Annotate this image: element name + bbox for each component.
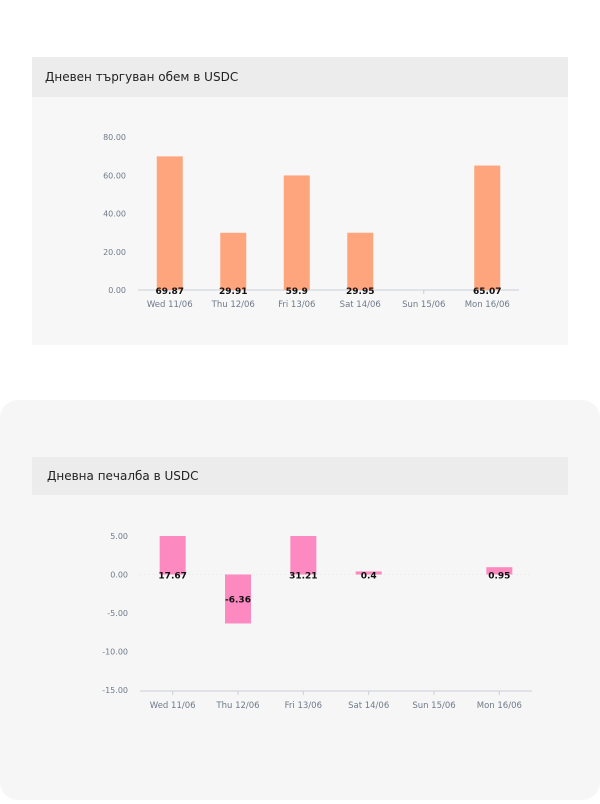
profit-ytick-label: 0.00 — [110, 571, 128, 580]
profit-data-label: 17.67 — [158, 572, 186, 582]
volume-ytick-label: 0.00 — [108, 286, 126, 295]
profit-x-tick-label: Sun 15/06 — [412, 701, 455, 711]
profit-x-tick-label: Sat 14/06 — [348, 701, 389, 711]
profit-x-tick-label: Wed 11/06 — [150, 701, 196, 711]
profit-chart: -15.00 -10.00 -5.00 0.00 5.00 Wed 11/06 17.67 T… — [102, 532, 532, 711]
profit-x-tick-label: Thu 12/06 — [215, 701, 259, 711]
volume-chart: 0.00 20.00 40.00 60.00 80.00 Wed 11/06 69.87 Th… — [103, 133, 519, 310]
volume-x-tick-label: Wed 11/06 — [147, 300, 193, 310]
profit-bar — [355, 571, 382, 575]
volume-x-tick-label: Sun 15/06 — [402, 300, 445, 310]
profit-ytick-label: -10.00 — [102, 648, 128, 657]
volume-chart-title: Дневен търгуван обем в USDC — [45, 70, 239, 84]
volume-x-tick-label: Mon 16/06 — [465, 300, 510, 310]
volume-data-label: 59.9 — [286, 287, 308, 297]
profit-data-label: 0.95 — [488, 572, 510, 582]
volume-data-label: 29.95 — [346, 287, 374, 297]
volume-data-label: 65.07 — [473, 287, 501, 297]
volume-x-tick-label: Fri 13/06 — [278, 300, 315, 310]
profit-data-label: 31.21 — [289, 572, 317, 582]
volume-x-tick-label: Sat 14/06 — [340, 300, 381, 310]
profit-data-label: -6.36 — [225, 595, 251, 605]
profit-card: Дневна печалба в USDC -15.00 -10.00 -5.00 0… — [32, 457, 568, 800]
volume-ytick-label: 80.00 — [103, 133, 126, 142]
profit-bar — [159, 536, 186, 575]
volume-bar — [156, 156, 183, 290]
profit-x-tick-label: Mon 16/06 — [477, 701, 522, 711]
volume-x-tick-label: Thu 12/06 — [211, 300, 255, 310]
profit-chart-title: Дневна печалба в USDC — [47, 469, 199, 483]
profit-bar — [290, 536, 317, 575]
volume-data-label: 29.91 — [219, 287, 247, 297]
volume-ytick-label: 60.00 — [103, 171, 126, 180]
volume-card: Дневен търгуван обем в USDC 0.00 20.00 40.… — [32, 57, 568, 345]
volume-bar — [220, 232, 247, 290]
profit-data-label: 0.4 — [361, 572, 377, 582]
profit-card-header: Дневна печалба в USDC — [32, 457, 568, 495]
profit-bar — [225, 574, 251, 624]
volume-data-label: 69.87 — [156, 287, 184, 297]
volume-ytick-label: 40.00 — [103, 210, 126, 219]
profit-x-tick-label: Fri 13/06 — [285, 701, 322, 711]
profit-bar — [486, 567, 513, 575]
volume-bar — [474, 165, 501, 290]
profit-ytick-label: 5.00 — [110, 532, 128, 541]
volume-ytick-label: 20.00 — [103, 248, 126, 257]
volume-card-header: Дневен търгуван обем в USDC — [32, 57, 568, 97]
volume-bar — [347, 232, 374, 290]
profit-ytick-label: -15.00 — [102, 686, 128, 695]
profit-ytick-label: -5.00 — [107, 609, 128, 618]
volume-bar — [283, 175, 310, 290]
profit-panel: Дневна печалба в USDC -15.00 -10.00 -5.00 0… — [0, 400, 600, 800]
